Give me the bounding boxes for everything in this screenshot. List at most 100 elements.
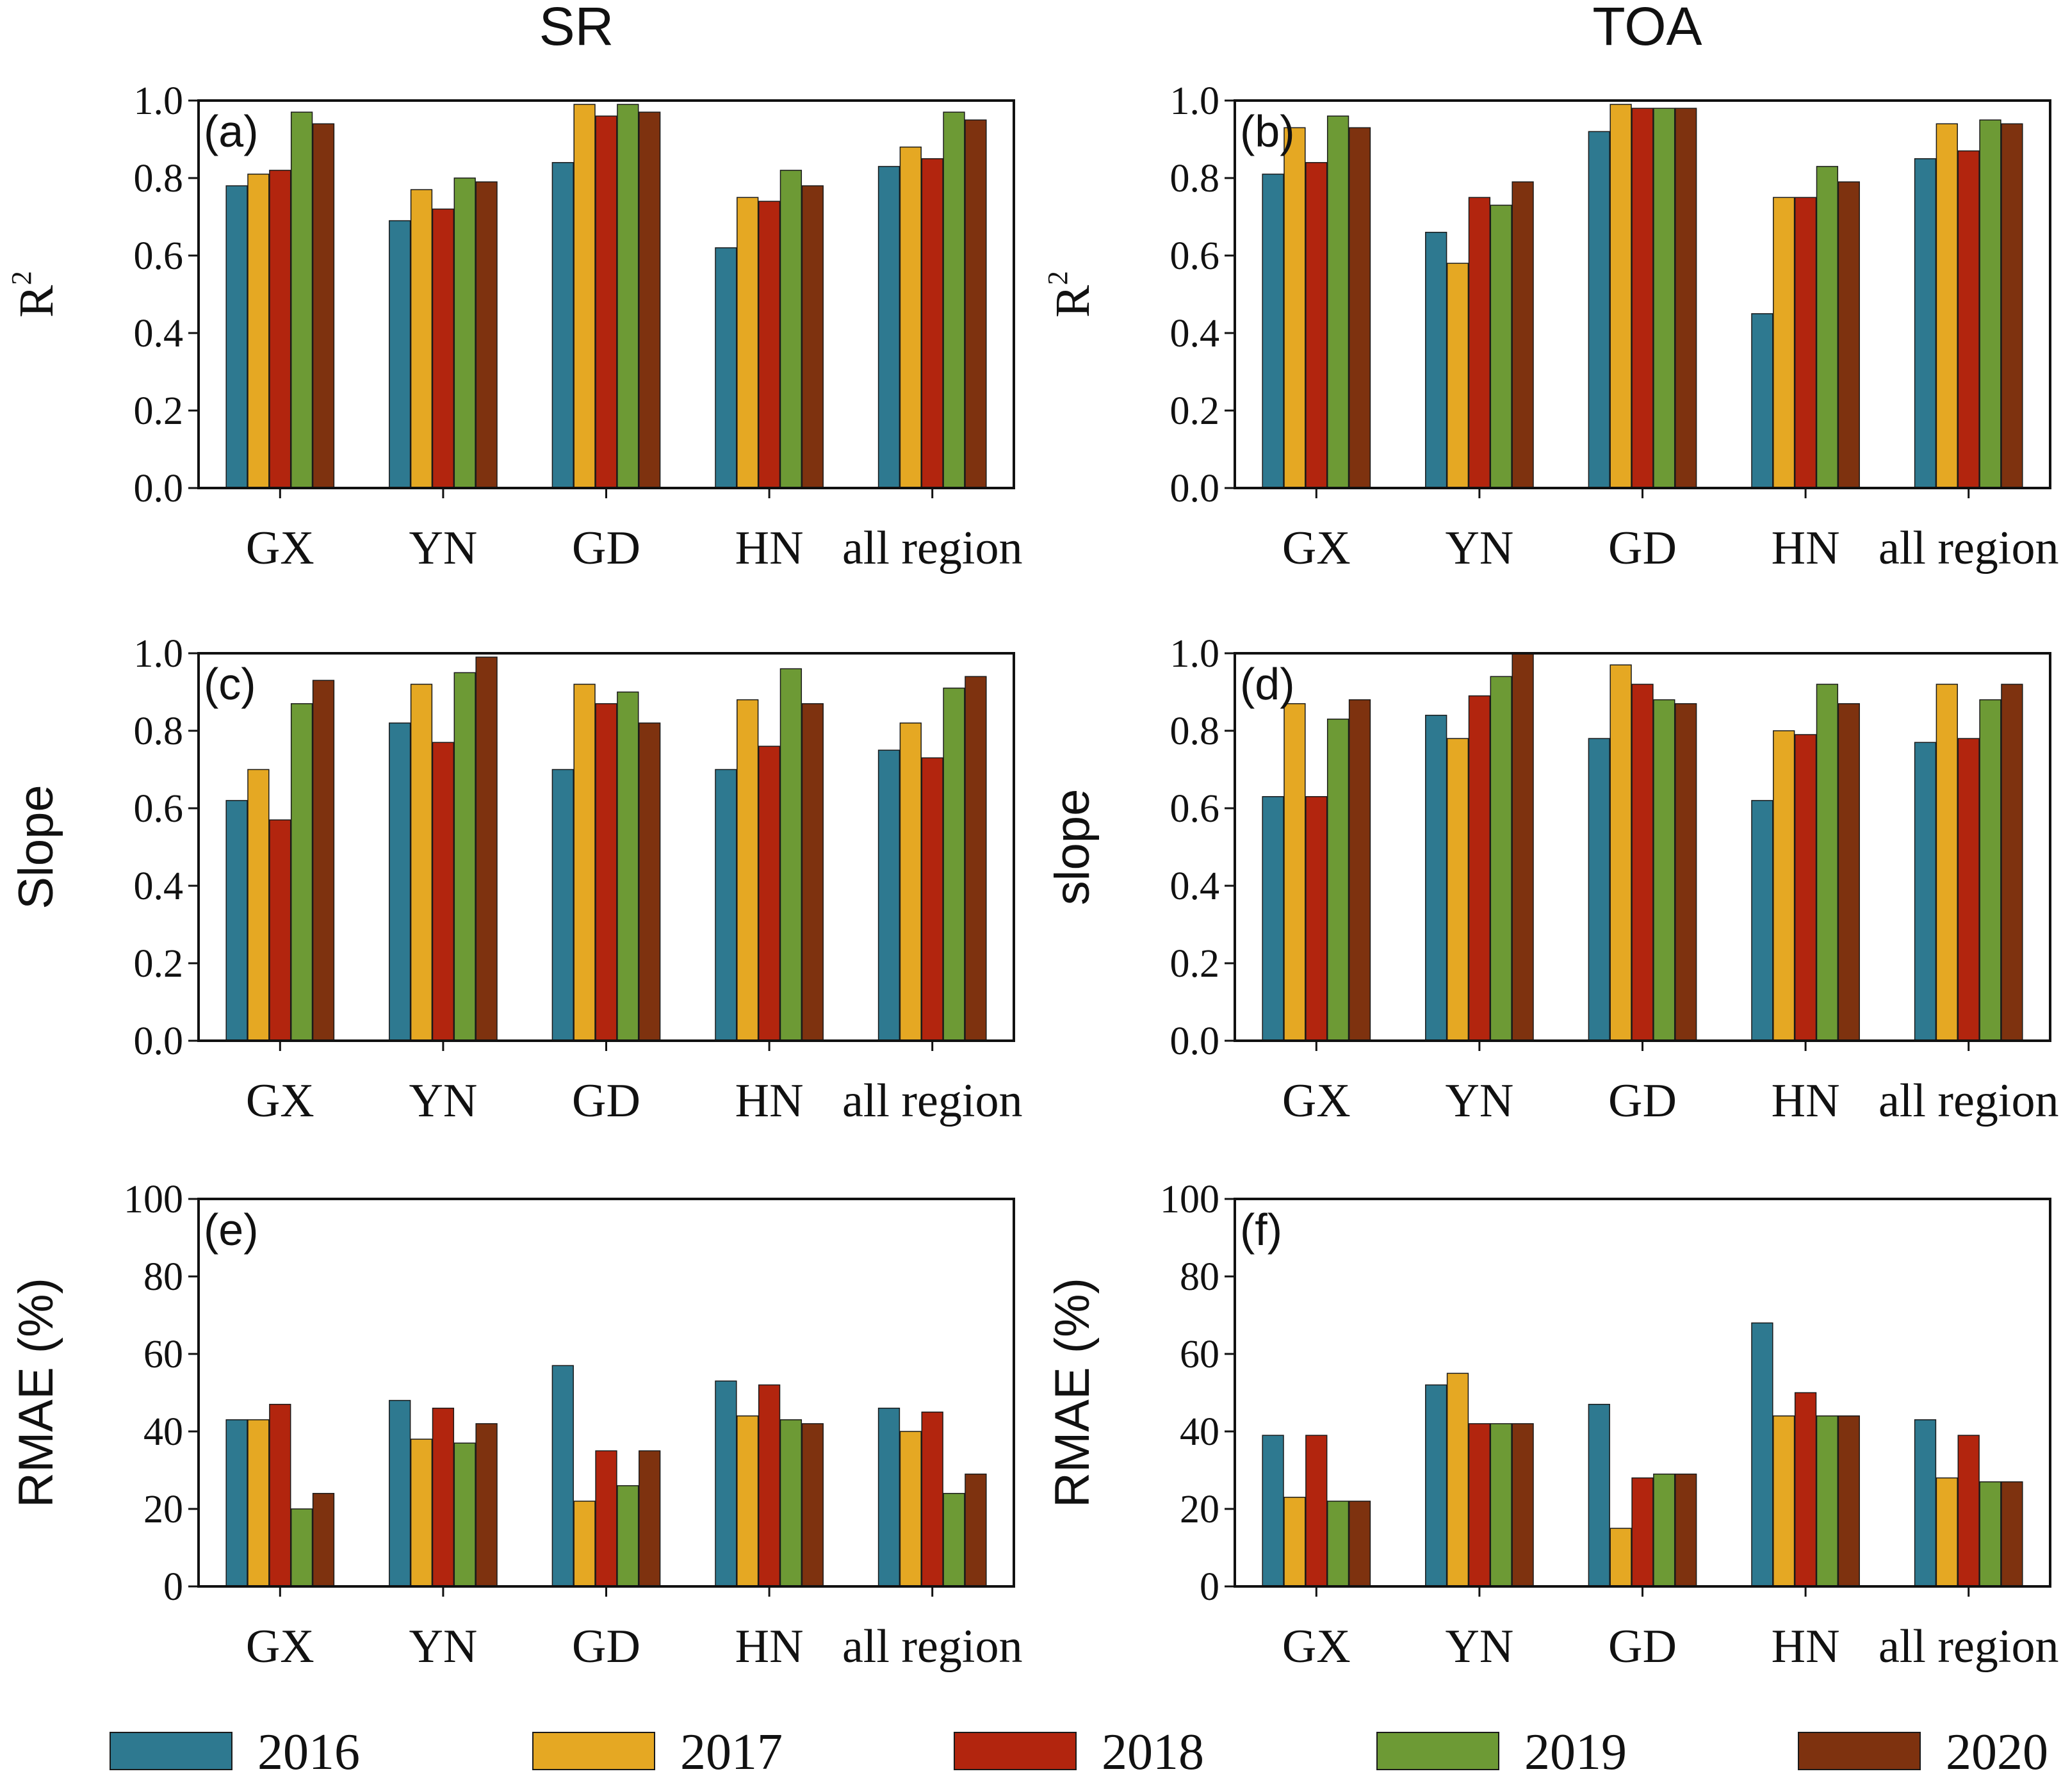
y-tick-label: 60 <box>143 1333 183 1376</box>
x-tick-label: HN <box>735 522 804 574</box>
bar-2017-all-region <box>899 1431 922 1587</box>
bar-2018-HN <box>1794 734 1817 1041</box>
y-tick-label: 0.0 <box>134 1020 184 1063</box>
panel-c: 0.0 0.2 0.4 0.6 0.8 1.0 GX YN GD HN all region (c) S… <box>9 632 1022 1127</box>
bar-2017-HN <box>1773 730 1795 1041</box>
y-axis-label-text: RMAE (%) <box>1045 1278 1100 1508</box>
y-tick-label: 20 <box>1180 1488 1219 1531</box>
bar-2020-all-region <box>2001 1481 2023 1587</box>
x-tick-label: all region <box>1878 1620 2059 1673</box>
bar-2016-all-region <box>1914 1419 1937 1587</box>
bar-2018-GX <box>269 170 291 489</box>
panel-label: (b) <box>1240 106 1295 156</box>
y-tick-label: 0.2 <box>134 389 184 433</box>
bar-2017-GD <box>1610 664 1632 1041</box>
bar-2016-GD <box>551 162 574 489</box>
panel-f: 0 20 40 60 80 100 GX YN GD HN all region (f) RMAE (%… <box>1045 1178 2058 1673</box>
y-axis-label: RMAE (%) <box>9 1278 63 1508</box>
legend-swatch-2019 <box>1376 1732 1499 1770</box>
y-axis-label-text: slope <box>1045 789 1100 906</box>
bar-2016-all-region <box>1914 158 1937 489</box>
bar-2020-GX <box>1348 127 1371 489</box>
bar-2020-GX <box>1348 699 1371 1041</box>
bar-2020-all-region <box>2001 683 2023 1041</box>
bar-2017-GX <box>1284 127 1306 489</box>
bar-2019-all-region <box>1979 699 2001 1041</box>
legend-swatch-2017 <box>532 1732 655 1770</box>
bar-2018-HN <box>758 200 781 489</box>
x-tick-label: GX <box>246 1075 314 1127</box>
x-tick-label: YN <box>1445 1075 1513 1127</box>
y-tick-label: 0.6 <box>1170 787 1220 831</box>
bar-2016-all-region <box>1914 742 1937 1041</box>
bar-2017-HN <box>1773 1415 1795 1587</box>
bar-2019-YN <box>453 1442 476 1587</box>
bar-2016-all-region <box>877 749 901 1041</box>
bar-2017-all-region <box>1936 1477 1958 1587</box>
y-tick-label: 0.6 <box>1170 234 1220 278</box>
bar-2020-all-region <box>965 119 987 489</box>
y-tick-label: 0.8 <box>134 710 184 753</box>
x-tick-label: GD <box>572 1075 640 1127</box>
x-tick-label: GX <box>246 1620 314 1673</box>
legend-swatch-2016 <box>110 1732 232 1770</box>
y-axis-label: Slope <box>9 785 63 909</box>
bar-2016-all-region <box>877 1407 901 1587</box>
bar-2019-YN <box>453 177 476 489</box>
bar-2016-GX <box>225 185 248 489</box>
panel-a: 0.0 0.2 0.4 0.6 0.8 1.0 GX YN GD HN all region (a) R… <box>6 79 1022 574</box>
bar-2017-GX <box>247 769 270 1041</box>
y-tick-label: 1.0 <box>134 632 184 676</box>
bar-2020-GX <box>312 123 335 489</box>
bar-2017-GD <box>573 683 596 1041</box>
y-tick-label: 0.8 <box>1170 157 1220 200</box>
bar-2018-GD <box>1631 1477 1654 1587</box>
bar-2019-HN <box>1816 166 1839 489</box>
bar-2018-HN <box>758 1384 781 1587</box>
y-tick-label: 60 <box>1180 1333 1219 1376</box>
bar-2020-GD <box>639 1450 661 1587</box>
bar-2019-GD <box>1653 108 1675 489</box>
bar-2017-YN <box>410 683 433 1041</box>
y-axis-label: R2 <box>1042 271 1100 318</box>
y-tick-label: 1.0 <box>1170 632 1220 676</box>
bar-2020-YN <box>475 181 498 489</box>
bar-2017-GD <box>573 104 596 489</box>
panel-label: (e) <box>204 1205 259 1255</box>
bar-2020-HN <box>801 1423 824 1587</box>
y-tick-label: 0.2 <box>1170 389 1220 433</box>
x-tick-label: HN <box>1772 522 1840 574</box>
x-tick-label: YN <box>409 522 477 574</box>
y-tick-label: 40 <box>1180 1410 1219 1454</box>
bar-2016-YN <box>1425 715 1447 1041</box>
y-axis-label: slope <box>1045 789 1100 906</box>
bar-2019-all-region <box>943 1493 965 1587</box>
bar-2018-YN <box>432 1407 455 1587</box>
bar-2016-YN <box>389 1399 411 1587</box>
bar-2016-GX <box>225 1419 248 1587</box>
bar-2017-all-region <box>899 146 922 489</box>
bar-2018-all-region <box>1957 738 1980 1041</box>
bar-2016-HN <box>1751 1322 1773 1587</box>
bar-2020-GX <box>1348 1501 1371 1587</box>
x-tick-label: GX <box>246 522 314 574</box>
y-tick-label: 1.0 <box>134 79 184 123</box>
bar-2017-YN <box>1446 263 1469 489</box>
bar-2016-HN <box>1751 313 1773 489</box>
bar-2018-all-region <box>921 1412 943 1587</box>
legend-label-2017: 2017 <box>680 1724 783 1780</box>
y-tick-label: 0.4 <box>134 865 184 908</box>
column-title-toa: TOA <box>1592 0 1702 56</box>
bar-2016-GX <box>1262 796 1284 1041</box>
x-tick-label: YN <box>1445 522 1513 574</box>
y-axis-label-superscript: 2 <box>1042 271 1073 285</box>
legend-swatch-2018 <box>954 1732 1077 1770</box>
bar-2018-GX <box>1305 162 1328 489</box>
x-tick-label: GD <box>572 1620 640 1673</box>
y-tick-label: 0.8 <box>134 157 184 200</box>
bar-2016-GD <box>551 1365 574 1587</box>
bar-2018-YN <box>1468 1423 1491 1587</box>
bar-2019-all-region <box>1979 1481 2001 1587</box>
panels: 0.0 0.2 0.4 0.6 0.8 1.0 GX YN GD HN all region (a) R… <box>6 79 2058 1673</box>
y-tick-label: 0.4 <box>134 312 184 355</box>
